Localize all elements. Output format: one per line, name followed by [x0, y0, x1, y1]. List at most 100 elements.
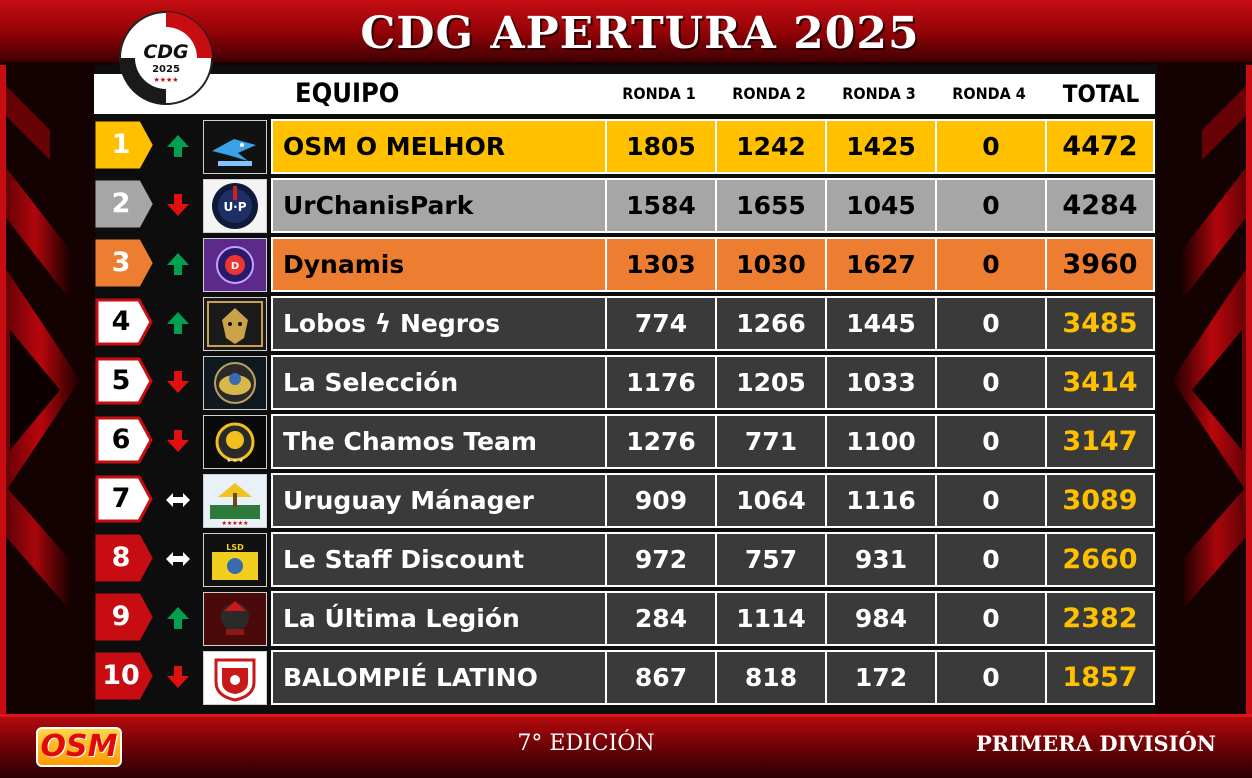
team-name-cell: BALOMPIÉ LATINO: [273, 652, 607, 703]
header-round1: RONDA 1: [622, 84, 696, 103]
round4-cell: 0: [937, 298, 1047, 349]
total-cell: 3960: [1047, 239, 1153, 290]
table-row: 2 U·P UrChanisPark 1584 1655 1045 0 4284: [95, 178, 1160, 233]
palm-crest-icon: ★★★★★: [203, 474, 267, 528]
division-label: PRIMERA DIVISIÓN: [975, 731, 1216, 756]
position-number: 2: [111, 188, 131, 219]
trend-up-icon: [163, 605, 193, 631]
round1-cell: 1303: [607, 239, 717, 290]
svg-text:D: D: [231, 261, 239, 272]
team-name-cell: Lobos ϟ Negros: [273, 298, 607, 349]
lsd-crest-icon: LSD: [203, 533, 267, 587]
trend-up-icon: [163, 251, 193, 277]
header-round2: RONDA 2: [732, 84, 806, 103]
round3-cell: 1445: [827, 298, 937, 349]
cdg-logo: CDG 2025 ★★★★: [118, 10, 214, 106]
trend-same-icon: [163, 487, 193, 513]
footer-bar: [0, 714, 1252, 778]
row-cells: BALOMPIÉ LATINO 867 818 172 0 1857: [271, 650, 1155, 705]
table-row: 9 La Última Legión 284 1114 984 0 2382: [95, 591, 1160, 646]
trend-up-icon: [163, 133, 193, 159]
team-name-cell: Dynamis: [273, 239, 607, 290]
wolf-crest-icon: [203, 297, 267, 351]
table-row: 1 OSM O MELHOR GRUPO18051242142504472: [95, 119, 1160, 212]
round4-cell: 0: [937, 121, 1047, 172]
position-number: 7: [111, 483, 131, 514]
svg-text:★ ★ ★: ★ ★ ★: [227, 458, 244, 464]
round1-cell: 972: [607, 534, 717, 585]
round1-cell: 867: [607, 652, 717, 703]
round4-cell: 0: [937, 652, 1047, 703]
round2-cell: 1064: [717, 475, 827, 526]
position-number: 5: [111, 365, 131, 396]
round2-cell: 771: [717, 416, 827, 467]
edition-label: 7° EDICIÓN: [517, 731, 655, 756]
svg-text:★★★★★: ★★★★★: [222, 520, 249, 527]
shark-crest-icon: [203, 120, 267, 174]
table-row: 3 D Dynamis 1303 1030 1627 0 3960: [95, 237, 1160, 292]
round1-cell: 284: [607, 593, 717, 644]
table-row: 6 ★ ★ ★ The Chamos Team 1276 771 1100 0 3147: [95, 414, 1160, 469]
team-name-cell: La Última Legión: [273, 593, 607, 644]
position-number: 4: [111, 306, 131, 337]
round2-cell: 1266: [717, 298, 827, 349]
round2-cell: 1242: [717, 121, 827, 172]
row-cells: Lobos ϟ Negros 774 1266 1445 0 3485: [271, 296, 1155, 351]
team-name-cell: Uruguay Mánager: [273, 475, 607, 526]
svg-text:U·P: U·P: [223, 200, 246, 214]
position-badge: 3: [95, 239, 153, 287]
total-cell: 3147: [1062, 426, 1138, 457]
round3-cell: 172: [827, 652, 937, 703]
team-name-cell: La Selección: [273, 357, 607, 408]
round3-cell: 1627: [827, 239, 937, 290]
round3-cell: 1033: [827, 357, 937, 408]
total-cell: 3485: [1062, 308, 1138, 339]
round1-cell: 1176: [607, 357, 717, 408]
total-cell: 3414: [1062, 367, 1138, 398]
total-cell: 2660: [1062, 544, 1138, 575]
round4-cell: 0: [937, 416, 1047, 467]
team-name-cell: OSM O MELHOR GRUPO: [273, 121, 607, 212]
round3-cell: 1045: [827, 180, 937, 231]
page-title: CDG APERTURA 2025: [360, 8, 920, 59]
ucp-crest-icon: U·P: [203, 179, 267, 233]
total-cell: 4284: [1047, 180, 1153, 231]
row-cells: La Selección 1176 1205 1033 0 3414: [271, 355, 1155, 410]
round3-cell: 1116: [827, 475, 937, 526]
position-badge: 4: [95, 298, 153, 346]
position-badge: 6: [95, 416, 153, 464]
round2-cell: 1205: [717, 357, 827, 408]
osm-logo-text: OSM: [40, 729, 118, 764]
row-cells: La Última Legión 284 1114 984 0 2382: [271, 591, 1155, 646]
round4-cell: 0: [937, 593, 1047, 644]
trend-down-icon: [163, 664, 193, 690]
team-name-cell: The Chamos Team: [273, 416, 607, 467]
header-round4: RONDA 4: [952, 84, 1026, 103]
round1-cell: 774: [607, 298, 717, 349]
trend-down-icon: [163, 428, 193, 454]
globe-crest-icon: [203, 356, 267, 410]
row-cells: Le Staff Discount 972 757 931 0 2660: [271, 532, 1155, 587]
round4-cell: 0: [937, 475, 1047, 526]
round4-cell: 0: [937, 357, 1047, 408]
round3-cell: 1100: [827, 416, 937, 467]
header-team: EQUIPO: [295, 78, 400, 109]
round4-cell: 0: [937, 239, 1047, 290]
position-number: 9: [111, 601, 131, 632]
round2-cell: 757: [717, 534, 827, 585]
position-number: 6: [111, 424, 131, 455]
trend-same-icon: [163, 546, 193, 572]
team-name-cell: UrChanisPark: [273, 180, 607, 231]
row-cells: Dynamis 1303 1030 1627 0 3960: [271, 237, 1155, 292]
position-badge: 5: [95, 357, 153, 405]
round1-cell: 1584: [607, 180, 717, 231]
row-cells: The Chamos Team 1276 771 1100 0 3147: [271, 414, 1155, 469]
round1-cell: 1805: [607, 121, 717, 172]
row-cells: Uruguay Mánager 909 1064 1116 0 3089: [271, 473, 1155, 528]
team-name-cell: Le Staff Discount: [273, 534, 607, 585]
logo-text: CDG: [143, 41, 188, 63]
round3-cell: 1425: [827, 121, 937, 172]
trend-down-icon: [163, 369, 193, 395]
round4-cell: 0: [937, 534, 1047, 585]
shield-crest-icon: [203, 651, 267, 705]
